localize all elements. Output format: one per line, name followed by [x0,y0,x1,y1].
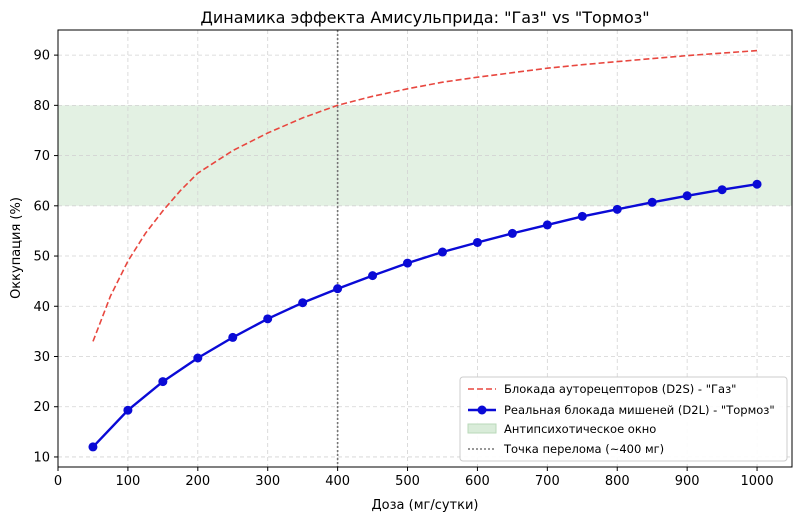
x-tick-label: 300 [255,474,280,489]
x-tick-label: 100 [115,474,140,489]
y-tick-label: 20 [33,400,50,415]
x-tick-label: 900 [675,474,700,489]
data-point-d2l [717,185,727,195]
data-point-d2l [123,405,133,415]
data-point-d2l [437,247,447,257]
legend-marker-d2l [477,405,487,415]
data-point-d2l [228,332,238,342]
data-point-d2l [158,377,168,387]
x-tick-label: 200 [185,474,210,489]
y-tick-label: 40 [33,300,50,315]
data-point-d2l [752,179,762,189]
series-line-d2s [92,49,758,342]
x-tick-label: 400 [325,474,350,489]
legend-label-band: Антипсихотическое окно [504,422,656,436]
legend-label-d2s: Блокада ауторецепторов (D2S) - "Газ" [504,382,736,396]
x-tick-label: 500 [395,474,420,489]
y-tick-label: 60 [33,199,50,214]
y-tick-label: 30 [33,350,50,365]
legend-handle-band [467,423,497,434]
y-tick-label: 10 [33,450,50,465]
legend: Блокада ауторецепторов (D2S) - "Газ" Реа… [459,376,788,462]
data-point-d2l [333,284,343,294]
y-tick-label: 90 [33,49,50,64]
data-point-d2l [368,271,378,281]
data-point-d2l [612,204,622,214]
data-point-d2l [88,442,98,452]
data-point-d2l [193,353,203,363]
y-tick-label: 50 [33,250,50,265]
y-tick-label: 80 [33,99,50,114]
data-point-d2l [472,237,482,247]
data-point-d2l [298,298,308,308]
data-point-d2l [263,314,273,324]
data-point-d2l [403,258,413,268]
x-tick-label: 1000 [741,474,774,489]
x-axis-label: Доза (мг/сутки) [372,498,479,513]
legend-box [459,376,788,462]
data-point-d2l [577,211,587,221]
legend-label-vline: Точка перелома (~400 мг) [503,442,664,456]
x-tick-label: 800 [605,474,630,489]
chart-title: Динамика эффекта Амисульприда: "Газ" vs … [200,8,649,27]
data-point-d2l [542,220,552,230]
y-tick-label: 70 [33,149,50,164]
data-point-d2l [647,197,657,207]
x-tick-label: 700 [535,474,560,489]
series-line-d2l [92,183,758,448]
legend-label-d2l: Реальная блокада мишеней (D2L) - "Тормоз… [504,403,775,417]
plot-frame [57,29,793,468]
data-point-d2l [507,228,517,238]
x-tick-label: 600 [465,474,490,489]
y-axis-label: Оккупация (%) [9,197,24,299]
data-point-d2l [682,191,692,201]
x-tick-label: 0 [54,474,62,489]
